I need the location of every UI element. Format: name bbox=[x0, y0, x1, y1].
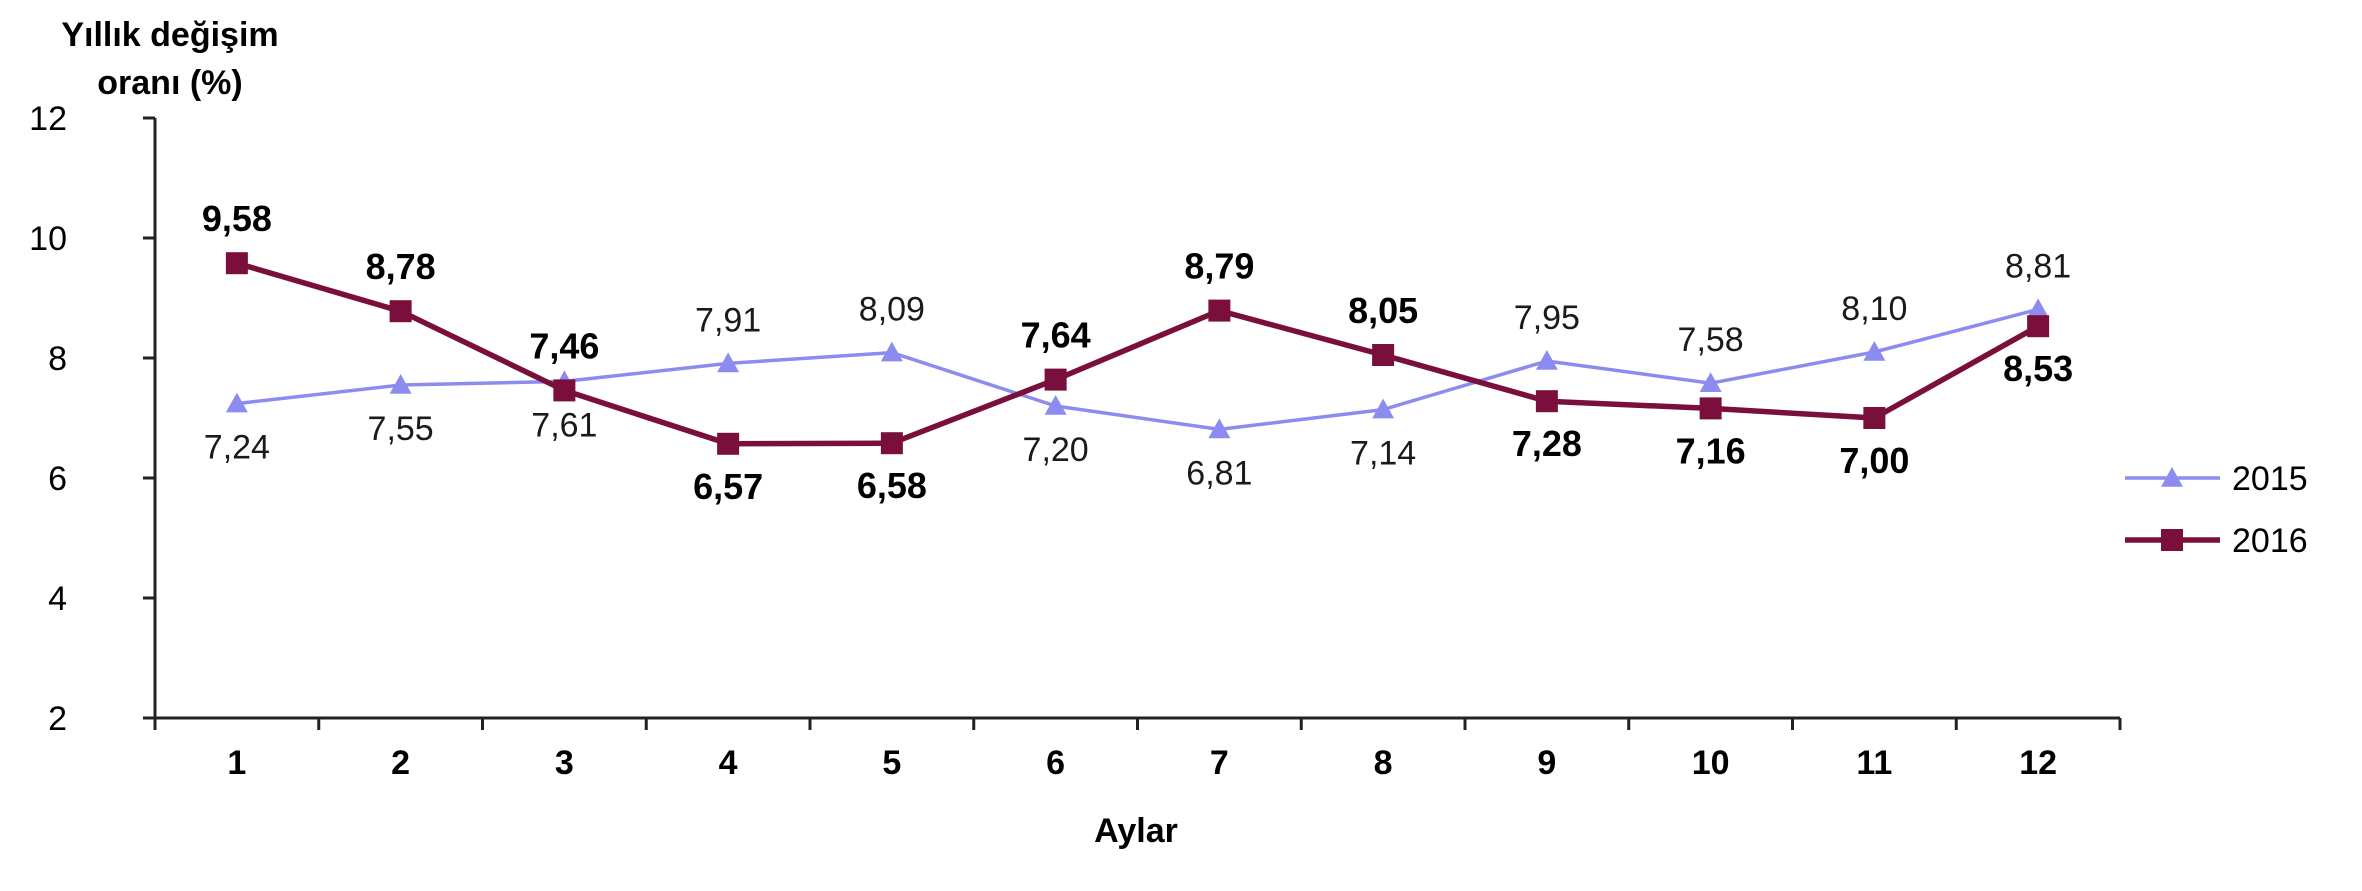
data-label-2016: 7,00 bbox=[1839, 440, 1909, 481]
marker-2015 bbox=[1863, 341, 1886, 361]
marker-2015 bbox=[225, 392, 248, 413]
marker-2016 bbox=[1535, 390, 1558, 413]
y-tick-label: 6 bbox=[48, 460, 67, 498]
marker-2016 bbox=[225, 252, 248, 275]
x-tick-label: 1 bbox=[227, 744, 246, 782]
data-label-2016: 7,28 bbox=[1512, 423, 1582, 464]
marker-2015 bbox=[1044, 395, 1067, 415]
data-label-2015: 7,24 bbox=[204, 429, 270, 467]
series-line-2015 bbox=[236, 307, 2039, 432]
series-layer bbox=[225, 252, 2050, 455]
marker-2016 bbox=[1372, 344, 1395, 366]
marker-2015 bbox=[2027, 298, 2050, 319]
data-label-2016: 7,64 bbox=[1021, 315, 1091, 356]
x-tick-label: 7 bbox=[1210, 744, 1229, 782]
data-label-2015: 8,81 bbox=[2005, 247, 2071, 285]
marker-2016 bbox=[2027, 315, 2050, 338]
y-tick-label: 10 bbox=[29, 220, 67, 258]
data-label-2015: 7,55 bbox=[368, 410, 434, 448]
data-label-2016: 8,53 bbox=[2003, 348, 2073, 389]
data-label-2015: 7,61 bbox=[531, 406, 597, 444]
marker-2015 bbox=[717, 352, 740, 373]
x-axis-title: Aylar bbox=[1094, 812, 1178, 850]
marker-2016 bbox=[880, 432, 903, 455]
x-tick-label: 9 bbox=[1537, 744, 1556, 782]
legend-label-2016: 2016 bbox=[2232, 522, 2308, 560]
y-axis-title-line-2: oranı (%) bbox=[97, 64, 242, 102]
data-label-2016: 9,58 bbox=[202, 198, 272, 239]
x-tick-label: 11 bbox=[1856, 744, 1892, 782]
data-label-2016: 8,79 bbox=[1184, 246, 1254, 287]
marker-2016 bbox=[1044, 368, 1067, 391]
data-label-2016: 7,16 bbox=[1676, 430, 1746, 471]
y-tick-label: 12 bbox=[29, 100, 67, 138]
marker-2015 bbox=[1535, 350, 1558, 370]
data-label-2015: 7,14 bbox=[1350, 435, 1416, 473]
marker-2015 bbox=[1699, 372, 1722, 392]
x-tick-label: 3 bbox=[555, 744, 574, 782]
y-tick-label: 8 bbox=[48, 340, 67, 378]
marker-2016 bbox=[553, 379, 576, 402]
x-tick-label: 8 bbox=[1374, 744, 1393, 782]
y-axis-title-line-1: Yıllık değişim bbox=[61, 16, 278, 54]
data-label-2015: 8,09 bbox=[859, 291, 925, 329]
x-tick-label: 4 bbox=[719, 744, 738, 782]
marker-2015 bbox=[1372, 398, 1395, 419]
marker-2016 bbox=[389, 300, 412, 323]
data-label-2015: 7,20 bbox=[1023, 431, 1089, 469]
y-tick-label: 4 bbox=[48, 580, 67, 618]
x-tick-label: 12 bbox=[2019, 744, 2057, 782]
data-label-2016: 8,05 bbox=[1348, 290, 1418, 331]
data-label-2015: 8,10 bbox=[1841, 290, 1907, 328]
data-label-2015: 6,81 bbox=[1186, 454, 1252, 492]
data-label-2016: 6,57 bbox=[693, 466, 763, 507]
data-labels: 7,24 7,55 7,61 7,91 8,09 7,20 6,81 7,14 7,95 7,58… bbox=[202, 198, 2073, 507]
marker-2016 bbox=[1863, 407, 1886, 429]
marker-2016 bbox=[717, 432, 740, 455]
data-label-2015: 7,58 bbox=[1678, 321, 1744, 359]
legend-marker-2016 bbox=[2161, 529, 2183, 551]
x-tick-label: 5 bbox=[882, 744, 901, 782]
marker-2016 bbox=[1699, 397, 1722, 420]
marker-2015 bbox=[880, 341, 903, 362]
marker-2016 bbox=[1208, 299, 1231, 322]
legend-marker-2015 bbox=[2161, 467, 2183, 487]
x-tick-label: 10 bbox=[1692, 744, 1730, 782]
x-tick-label: 2 bbox=[391, 744, 410, 782]
marker-2015 bbox=[1208, 418, 1231, 439]
y-tick-label: 2 bbox=[48, 700, 67, 738]
data-label-2016: 7,46 bbox=[529, 325, 599, 366]
data-label-2016: 6,58 bbox=[857, 465, 927, 506]
data-label-2015: 7,95 bbox=[1514, 299, 1580, 337]
data-label-2016: 8,78 bbox=[366, 246, 436, 287]
series-line-2016 bbox=[236, 260, 2040, 447]
marker-2015 bbox=[389, 374, 412, 394]
x-tick-label: 6 bbox=[1046, 744, 1065, 782]
data-label-2015: 7,91 bbox=[695, 301, 761, 339]
legend-label-2015: 2015 bbox=[2232, 460, 2308, 498]
legend: 2015 2016 bbox=[2125, 460, 2308, 560]
